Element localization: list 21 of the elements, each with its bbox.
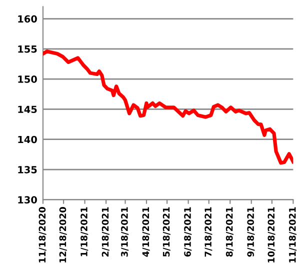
x-tick-label: 3/18/2021: [121, 207, 129, 257]
y-tick-label: 130: [18, 196, 37, 204]
x-tick-label: 5/18/2021: [162, 207, 170, 256]
x-tick-label: 11/18/2021: [288, 207, 297, 262]
y-tick-label: 135: [18, 166, 37, 174]
x-tick-label: 2/18/2021: [102, 207, 110, 256]
x-tick-label: 8/18/2021: [226, 207, 234, 257]
x-tick-label: 12/18/2020: [59, 207, 67, 262]
x-tick-label: 9/18/2021: [247, 207, 255, 257]
x-tick-label: 11/18/2020: [38, 207, 46, 262]
y-tick-label: 150: [18, 76, 37, 83]
x-tick-label: 6/18/2021: [184, 207, 192, 257]
x-tick-label: 7/18/2021: [204, 207, 212, 257]
y-tick-label: 155: [18, 46, 37, 53]
x-tick-label: 4/18/2021: [142, 207, 150, 257]
y-tick-label: 140: [18, 136, 37, 144]
x-tick-label: 10/18/2021: [268, 207, 276, 262]
x-tick-label: 1/18/2021: [80, 207, 88, 256]
y-tick-label: 160: [18, 15, 37, 23]
line-series: [42, 50, 294, 165]
y-tick-label: 145: [18, 106, 37, 114]
